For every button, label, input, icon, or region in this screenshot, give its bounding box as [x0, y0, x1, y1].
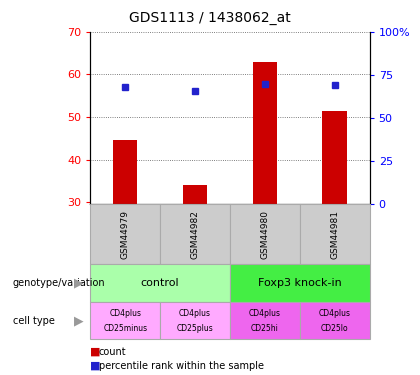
Bar	[323, 111, 347, 204]
Text: ▶: ▶	[74, 314, 83, 327]
Text: ■: ■	[90, 361, 101, 370]
Text: control: control	[141, 278, 179, 288]
Text: count: count	[99, 347, 126, 357]
Text: GSM44980: GSM44980	[260, 210, 269, 259]
Text: ▶: ▶	[74, 277, 83, 290]
Text: CD25lo: CD25lo	[321, 324, 349, 333]
Text: CD4plus: CD4plus	[109, 309, 141, 318]
Bar	[113, 141, 137, 204]
Text: CD4plus: CD4plus	[249, 309, 281, 318]
Text: GSM44979: GSM44979	[121, 210, 130, 259]
Text: CD4plus: CD4plus	[319, 309, 351, 318]
Text: CD25plus: CD25plus	[177, 324, 213, 333]
Text: cell type: cell type	[13, 316, 55, 326]
Text: GSM44982: GSM44982	[191, 210, 200, 259]
Text: GDS1113 / 1438062_at: GDS1113 / 1438062_at	[129, 11, 291, 25]
Text: percentile rank within the sample: percentile rank within the sample	[99, 361, 264, 370]
Text: genotype/variation: genotype/variation	[13, 278, 105, 288]
Bar	[183, 185, 207, 204]
Bar	[253, 62, 277, 204]
Text: CD25hi: CD25hi	[251, 324, 279, 333]
Text: ■: ■	[90, 347, 101, 357]
Text: GSM44981: GSM44981	[330, 210, 339, 259]
Text: Foxp3 knock-in: Foxp3 knock-in	[258, 278, 341, 288]
Text: CD4plus: CD4plus	[179, 309, 211, 318]
Text: CD25minus: CD25minus	[103, 324, 147, 333]
